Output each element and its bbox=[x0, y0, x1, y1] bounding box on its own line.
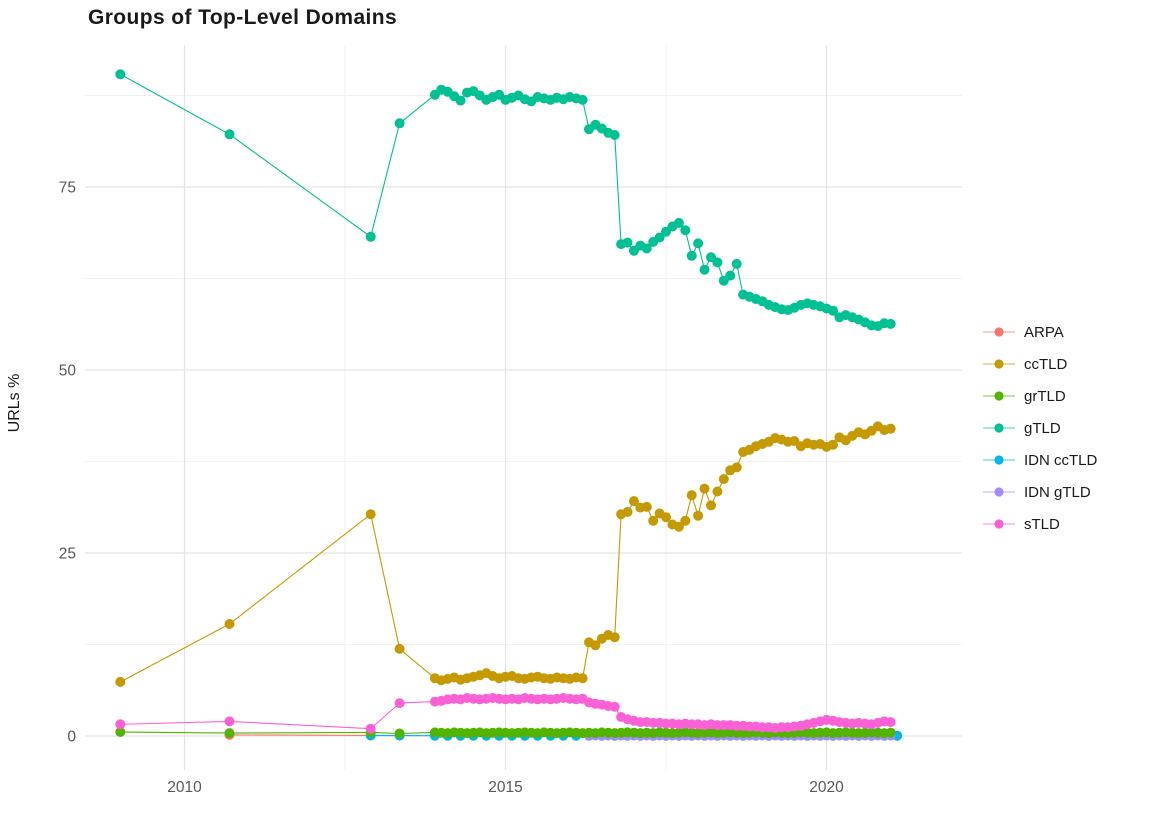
data-point bbox=[394, 118, 405, 129]
data-point bbox=[577, 673, 588, 684]
y-tick-label: 0 bbox=[67, 729, 76, 746]
legend-item-idn-cctld: IDN ccTLD bbox=[982, 444, 1097, 476]
data-point bbox=[609, 130, 620, 140]
data-point bbox=[641, 501, 652, 512]
legend-label: ccTLD bbox=[1024, 355, 1068, 373]
data-point bbox=[661, 512, 671, 523]
data-point bbox=[725, 270, 736, 281]
legend-label: grTLD bbox=[1024, 387, 1066, 405]
data-point bbox=[641, 243, 652, 254]
y-tick-label: 25 bbox=[59, 546, 76, 563]
series-line bbox=[229, 734, 371, 736]
data-point bbox=[706, 500, 716, 511]
data-point bbox=[224, 129, 235, 140]
data-point bbox=[394, 643, 405, 654]
legend-label: IDN gTLD bbox=[1024, 483, 1091, 501]
legend-label: sTLD bbox=[1024, 515, 1060, 533]
data-point bbox=[712, 486, 723, 497]
data-point bbox=[885, 727, 896, 738]
legend-key-icon bbox=[983, 327, 1015, 337]
data-point bbox=[224, 728, 235, 739]
series-cctld bbox=[115, 421, 896, 687]
data-point bbox=[693, 238, 704, 249]
data-point bbox=[622, 507, 633, 517]
data-point bbox=[394, 698, 405, 709]
data-point bbox=[686, 250, 697, 261]
legend-item-gtld: gTLD bbox=[982, 412, 1097, 444]
legend-label: ARPA bbox=[1024, 323, 1064, 341]
data-point bbox=[699, 483, 710, 494]
data-point bbox=[455, 95, 466, 106]
data-point bbox=[115, 727, 126, 737]
data-point bbox=[577, 94, 588, 105]
data-point bbox=[686, 490, 697, 501]
data-point bbox=[622, 237, 633, 248]
data-point bbox=[394, 728, 405, 739]
x-tick-label: 2015 bbox=[488, 779, 522, 796]
legend-item-idn-gtld: IDN gTLD bbox=[982, 476, 1097, 508]
legend-key-icon bbox=[983, 487, 1015, 497]
data-point bbox=[115, 69, 126, 80]
data-point bbox=[365, 231, 376, 242]
data-point bbox=[224, 619, 235, 629]
data-point bbox=[609, 701, 620, 712]
data-point bbox=[680, 515, 691, 526]
data-point bbox=[885, 423, 896, 434]
data-point bbox=[680, 225, 691, 236]
data-point bbox=[699, 264, 710, 275]
data-point bbox=[673, 217, 684, 228]
data-point bbox=[648, 515, 659, 526]
data-point bbox=[885, 318, 896, 329]
legend-item-grtld: grTLD bbox=[982, 380, 1097, 412]
y-tick-label: 50 bbox=[59, 363, 77, 380]
legend: ARPA ccTLD grTLD gTLD IDN ccTLD IDN gTLD sTLD bbox=[982, 316, 1097, 540]
legend-label: IDN ccTLD bbox=[1024, 451, 1098, 469]
data-point bbox=[828, 305, 838, 316]
legend-label: gTLD bbox=[1024, 419, 1061, 437]
y-tick-label: 75 bbox=[59, 180, 76, 197]
series-gtld bbox=[115, 69, 896, 332]
chart-title: Groups of Top-Level Domains bbox=[88, 6, 398, 29]
data-point bbox=[731, 462, 742, 473]
data-point bbox=[828, 439, 838, 450]
data-point bbox=[731, 258, 742, 269]
data-point bbox=[885, 717, 896, 728]
data-point bbox=[115, 719, 126, 730]
legend-key-icon bbox=[983, 423, 1015, 433]
x-tick-label: 2010 bbox=[167, 779, 202, 796]
data-point bbox=[628, 496, 639, 507]
data-point bbox=[718, 474, 729, 485]
legend-key-icon bbox=[983, 359, 1015, 369]
series-arpa bbox=[224, 729, 376, 741]
legend-item-cctld: ccTLD bbox=[982, 348, 1097, 380]
data-point bbox=[609, 632, 620, 643]
data-point bbox=[673, 521, 684, 532]
data-point bbox=[365, 509, 376, 520]
legend-key-icon bbox=[983, 519, 1015, 529]
data-point bbox=[365, 723, 376, 734]
data-point bbox=[712, 257, 723, 268]
legend-key-icon bbox=[983, 455, 1015, 465]
legend-item-arpa: ARPA bbox=[982, 316, 1097, 348]
data-point bbox=[590, 640, 601, 651]
x-tick-label: 2020 bbox=[809, 779, 844, 796]
legend-key-icon bbox=[983, 391, 1015, 401]
data-point bbox=[115, 676, 126, 687]
legend-item-stld: sTLD bbox=[982, 508, 1097, 540]
data-point bbox=[654, 232, 665, 243]
series-stld bbox=[115, 693, 896, 734]
data-point bbox=[224, 716, 235, 727]
data-point bbox=[693, 510, 704, 521]
